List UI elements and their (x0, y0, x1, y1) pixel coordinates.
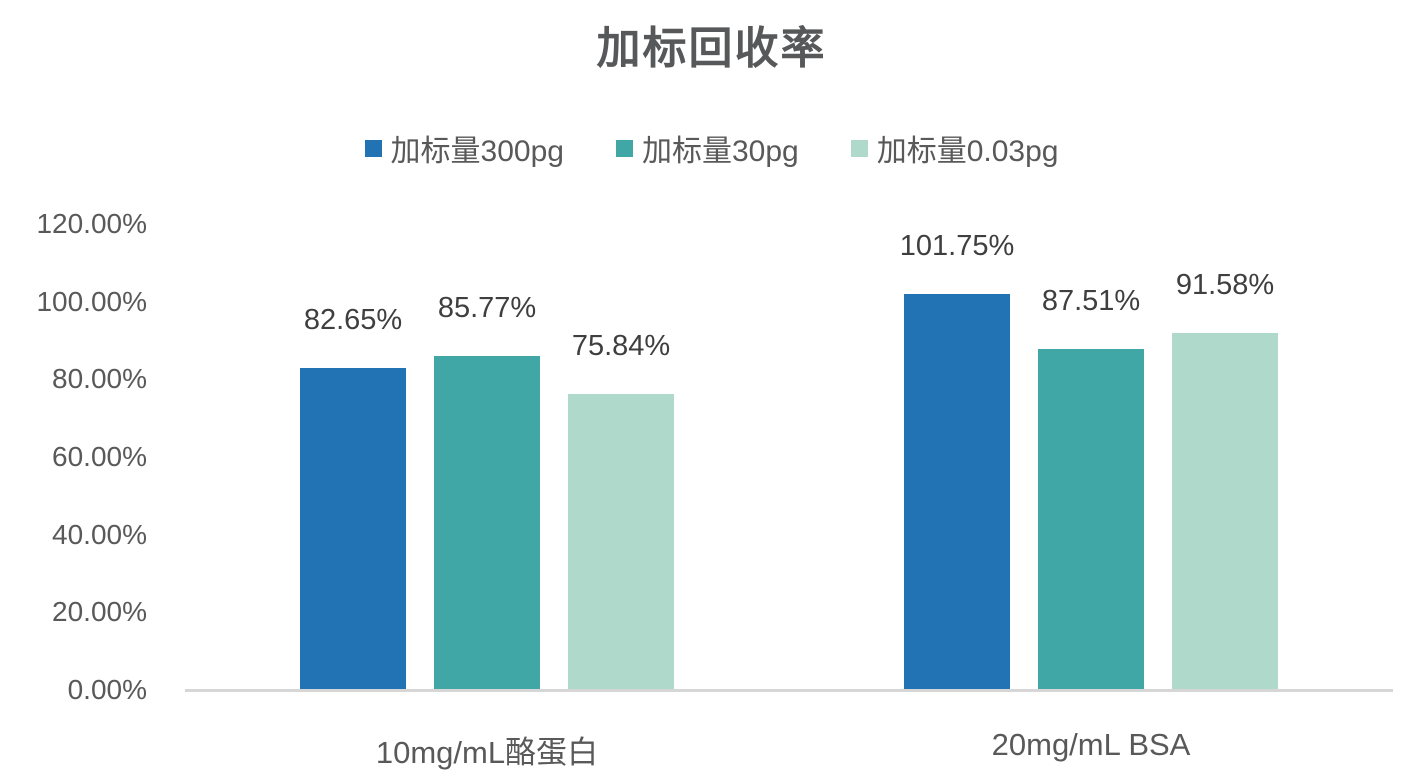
bar-series0-cat1 (904, 293, 1010, 689)
x-axis-category-label: 20mg/mL BSA (991, 727, 1191, 762)
bar-series1-cat1 (1038, 349, 1144, 689)
y-axis-tick-label: 100.00% (36, 285, 147, 317)
legend-swatch-icon (615, 139, 633, 157)
bar-series2-cat0 (568, 394, 674, 689)
x-axis-line (185, 689, 1393, 692)
legend-item-series2: 加标量0.03pg (850, 126, 1059, 170)
bar-value-label: 75.84% (571, 330, 671, 363)
y-axis-tick-label: 80.00% (52, 363, 147, 395)
legend: 加标量300pg 加标量30pg 加标量0.03pg (0, 126, 1423, 170)
bar-series2-cat1 (1172, 333, 1278, 689)
legend-label: 加标量30pg (641, 135, 799, 168)
legend-label: 加标量0.03pg (876, 135, 1059, 168)
legend-item-series0: 加标量300pg (364, 126, 564, 170)
bar-value-label: 101.75% (899, 229, 1015, 262)
bar-value-label: 85.77% (437, 291, 537, 324)
legend-swatch-icon (364, 139, 382, 157)
bar-series1-cat0 (434, 355, 540, 689)
y-axis-tick-label: 60.00% (52, 441, 147, 472)
bar-value-label: 82.65% (303, 304, 403, 337)
y-axis-tick-label: 40.00% (52, 518, 147, 550)
chart-title: 加标回收率 (596, 24, 827, 73)
bar-value-label: 87.51% (1041, 285, 1141, 318)
legend-item-series1: 加标量30pg (615, 126, 799, 170)
legend-swatch-icon (850, 139, 868, 157)
legend-label: 加标量300pg (390, 135, 564, 168)
bar-value-label: 91.58% (1175, 269, 1275, 302)
y-axis-tick-label: 0.00% (67, 674, 147, 705)
y-axis-tick-label: 20.00% (52, 596, 147, 628)
bar-series0-cat0 (300, 368, 406, 689)
x-axis-category-label: 10mg/mL酪蛋白 (375, 735, 599, 770)
y-axis-tick-label: 120.00% (36, 208, 147, 239)
